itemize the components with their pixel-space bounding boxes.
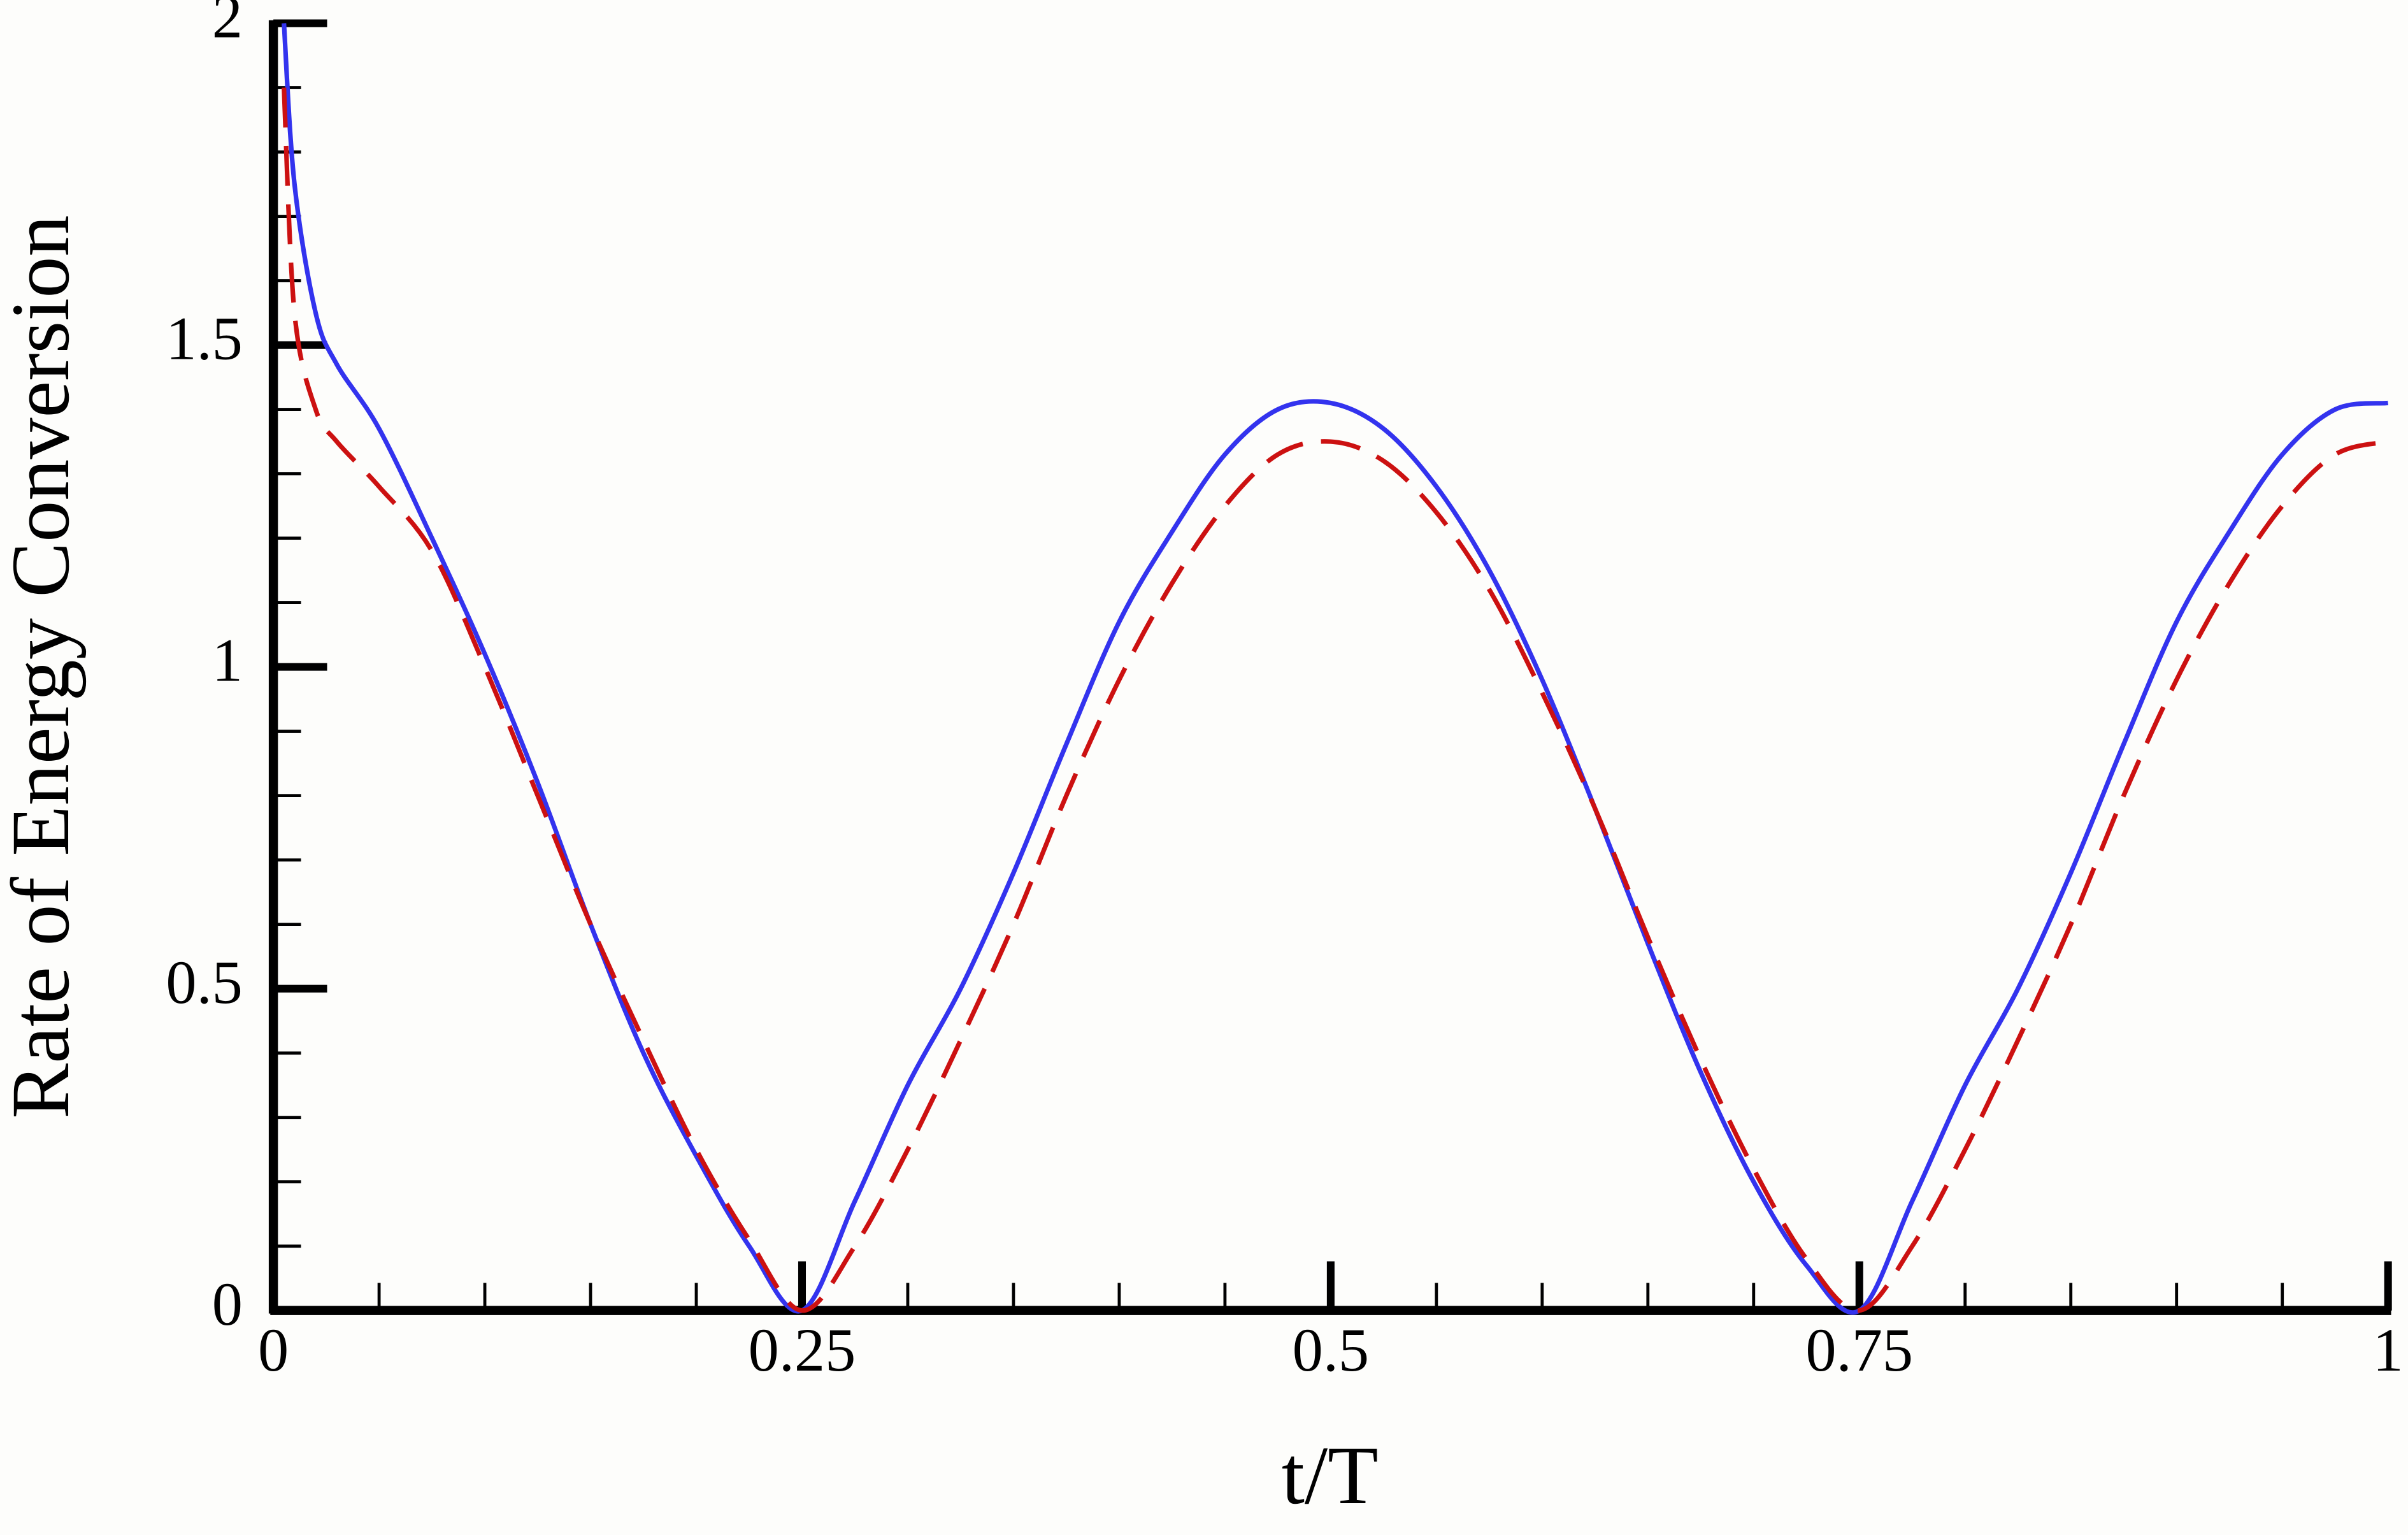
series-line — [282, 23, 2389, 1315]
y-tick-label: 0 — [212, 1270, 243, 1338]
y-tick-label: 0.5 — [166, 948, 243, 1016]
x-tick-label: 0.25 — [749, 1316, 856, 1384]
x-tick-label: 0.5 — [1293, 1316, 1370, 1384]
x-tick-label: 0 — [258, 1316, 289, 1384]
y-tick-label: 1.5 — [166, 305, 243, 373]
series-line — [282, 87, 2389, 1313]
x-tick-label: 1 — [2373, 1316, 2404, 1384]
y-axis-label: Rate of Energy Conversion — [0, 215, 87, 1119]
y-tick-label: 2 — [212, 0, 243, 51]
x-tick-label: 0.75 — [1805, 1316, 1913, 1384]
y-tick-label: 1 — [212, 626, 243, 695]
x-axis-label: t/T — [1282, 1430, 1379, 1522]
